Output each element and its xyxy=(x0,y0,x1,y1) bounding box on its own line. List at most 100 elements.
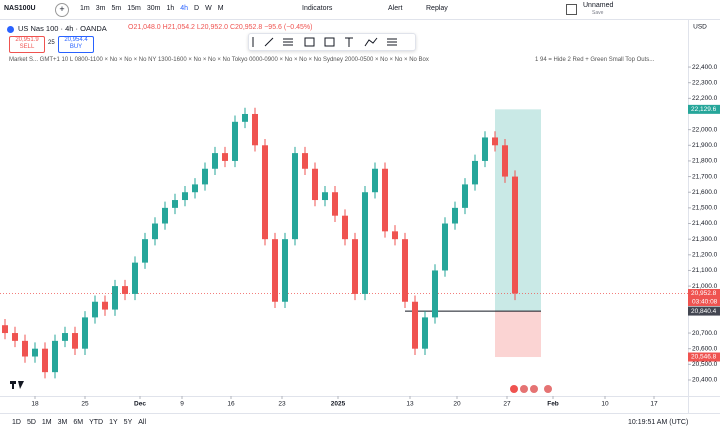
loss-zone xyxy=(495,311,541,358)
candle-body xyxy=(482,137,488,161)
candle-body xyxy=(502,145,508,177)
currency: USD xyxy=(693,24,707,31)
candle-body xyxy=(232,121,238,161)
candle-body xyxy=(102,301,108,310)
interval-button[interactable]: 30m xyxy=(146,5,161,12)
candle-body xyxy=(282,239,288,302)
candle-body xyxy=(472,160,478,185)
candle-body xyxy=(152,223,158,240)
interval-button[interactable]: 1h xyxy=(166,5,175,12)
candle-body xyxy=(352,239,358,294)
range-button[interactable]: 1D xyxy=(12,419,21,426)
candle-body xyxy=(372,168,378,193)
y-tick-label: 22,200.0 xyxy=(692,95,718,102)
range-button[interactable]: 3M xyxy=(57,419,68,426)
interval-button[interactable]: W xyxy=(205,5,212,12)
candle-body xyxy=(182,192,188,201)
symbol-logo xyxy=(7,26,14,33)
interval-button[interactable]: D xyxy=(194,5,200,12)
candle-body xyxy=(172,200,178,208)
legend-ohlc: O21,048.0 H21,054.2 L20,952.0 C20,952.8 … xyxy=(128,24,313,31)
interval-button[interactable]: 1m xyxy=(80,5,90,12)
save[interactable]: Save xyxy=(592,10,604,16)
x-tick-label: 17 xyxy=(650,401,658,408)
y-tick-label: 20,600.0 xyxy=(692,345,718,352)
tv-logo xyxy=(10,381,24,389)
y-tick-label: 22,300.0 xyxy=(692,79,718,86)
x-tick-label: 23 xyxy=(278,401,286,408)
indicator-settings[interactable]: Market S... GMT+1 10 L 0800-1100 × No × … xyxy=(9,57,429,63)
candle-body xyxy=(242,113,248,122)
candle-body xyxy=(222,153,228,161)
indicator-settings-2[interactable]: 1 94 = Hide 2 Red + Green Small Top Outs… xyxy=(535,57,655,63)
candle-body xyxy=(392,231,398,240)
add-symbol[interactable]: + xyxy=(55,3,69,17)
candle-body xyxy=(212,153,218,169)
interval-button[interactable]: 5m xyxy=(111,5,122,12)
range-buttons: 1D 5D 1M 3M 6M YTD 1Y 5Y All xyxy=(12,419,152,426)
layout-name[interactable]: Unnamed xyxy=(583,2,614,9)
indicators-button[interactable]: Indicators xyxy=(302,5,333,12)
x-tick-label: 9 xyxy=(180,401,184,408)
candle-body xyxy=(262,145,268,240)
candle-body xyxy=(92,301,98,318)
candle-body xyxy=(72,333,78,349)
interval-button[interactable]: M xyxy=(217,5,224,12)
candle-body xyxy=(422,317,428,349)
x-tick-label: 10 xyxy=(601,401,609,408)
sell-label: SELL xyxy=(19,44,35,50)
candle-body xyxy=(312,168,318,201)
symbol[interactable]: NAS100U xyxy=(4,5,36,12)
drawing-toolbar xyxy=(248,33,416,51)
candle-body xyxy=(22,340,28,357)
candle-body xyxy=(122,286,128,294)
interval-button[interactable]: 3m xyxy=(95,5,106,12)
x-tick-label: 13 xyxy=(406,401,414,408)
top-toolbar: NAS100U + 1m 3m 5m 15m 30m 1h 4h D W M Indicators… xyxy=(0,0,720,20)
y-tick-label: 20,700.0 xyxy=(692,330,718,337)
candle-body xyxy=(62,333,68,341)
target-tag xyxy=(688,104,720,114)
x-tick-label: 18 xyxy=(31,401,39,408)
last-price-tag xyxy=(688,288,720,298)
entry-tag xyxy=(688,306,720,316)
candle-body xyxy=(32,348,38,357)
y-tick-label: 20,400.0 xyxy=(692,377,718,384)
candle-body xyxy=(432,270,438,318)
replay-button[interactable]: Replay xyxy=(426,5,448,12)
range-button[interactable]: All xyxy=(138,419,147,426)
y-tick-label: 21,400.0 xyxy=(692,220,718,227)
entry-tag-label: 20,840.4 xyxy=(691,308,717,315)
layout-icon[interactable] xyxy=(566,4,577,15)
candle-body xyxy=(322,192,328,201)
x-tick-label: Dec xyxy=(134,401,146,408)
candle-body xyxy=(192,184,198,193)
stop-tag-label: 20,546.8 xyxy=(691,354,717,361)
axis-border xyxy=(0,396,720,397)
candle-body xyxy=(462,184,468,208)
range-button[interactable]: 1M xyxy=(41,419,52,426)
candle-body xyxy=(132,262,138,294)
sell-button[interactable]: 20,951.9 SELL xyxy=(9,36,45,53)
countdown-tag xyxy=(688,297,720,306)
x-tick-label: Feb xyxy=(547,401,559,408)
range-button[interactable]: YTD xyxy=(89,419,104,426)
alert-button[interactable]: Alert xyxy=(388,5,403,12)
y-tick-label: 22,400.0 xyxy=(692,64,718,71)
y-tick-label: 21,600.0 xyxy=(692,189,718,196)
target-tag-label: 22,129.6 xyxy=(691,106,717,113)
interval-button[interactable]: 4h xyxy=(180,5,189,12)
range-button[interactable]: 5D xyxy=(26,419,36,426)
interval-button[interactable]: 15m xyxy=(127,5,141,12)
candle-body xyxy=(42,348,48,373)
range-button[interactable]: 6M xyxy=(73,419,84,426)
y-tick-label: 22,000.0 xyxy=(692,126,718,133)
range-button[interactable]: 5Y xyxy=(123,419,133,426)
axis-border xyxy=(688,20,689,413)
range-button[interactable]: 1Y xyxy=(109,419,118,426)
y-tick-label: 21,500.0 xyxy=(692,205,718,212)
candle-body xyxy=(272,239,278,302)
y-tick-label: 21,100.0 xyxy=(692,267,718,274)
buy-button[interactable]: 20,954.4 BUY xyxy=(58,36,94,53)
